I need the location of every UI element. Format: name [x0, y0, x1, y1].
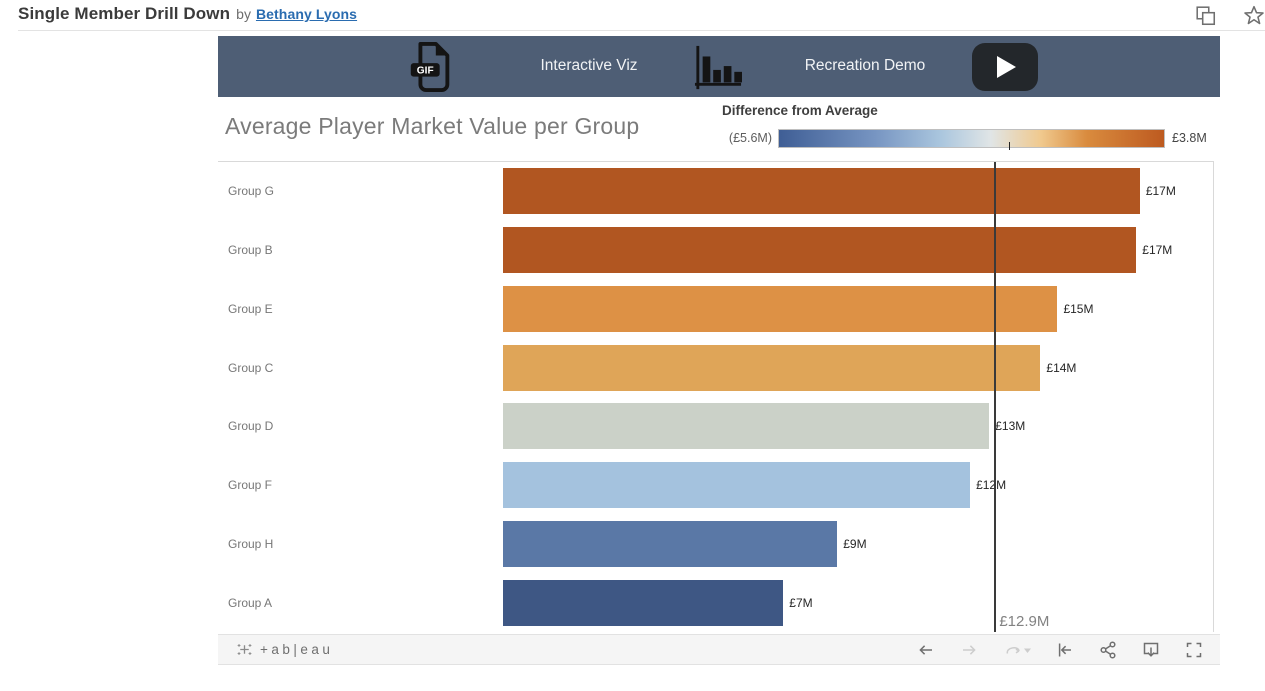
- bar-rows: Group G £17M Group B £17M Group E £15M G…: [218, 162, 1213, 632]
- bar-value: £17M: [1142, 243, 1173, 258]
- tableau-logo[interactable]: +ab|eau: [236, 641, 333, 658]
- row-label[interactable]: Group E: [228, 301, 273, 316]
- bar-value: £9M: [843, 536, 867, 551]
- gif-file-icon[interactable]: GIF: [407, 41, 455, 93]
- bar-value: £7M: [789, 595, 813, 610]
- title-area: Average Player Market Value per Group Di…: [218, 97, 1220, 161]
- bar[interactable]: [502, 520, 838, 567]
- bar[interactable]: [502, 227, 1137, 274]
- table-row: Group D £13M: [218, 397, 1213, 456]
- bar-cell: £17M: [502, 221, 1213, 280]
- share-button[interactable]: [1098, 640, 1118, 660]
- tableau-sparkle-icon: [237, 644, 252, 655]
- bar-value: £17M: [1145, 184, 1176, 199]
- banner-label-recreation-demo: Recreation Demo: [804, 57, 926, 74]
- table-row: Group H £9M: [218, 515, 1213, 574]
- banner: GIF Interactive Viz Recreation Demo: [218, 36, 1220, 97]
- table-row: Group F £12M: [218, 456, 1213, 515]
- legend-max-label: £3.8M: [1172, 131, 1207, 145]
- legend-min-label: (£5.6M): [728, 131, 772, 145]
- row-label[interactable]: Group A: [228, 595, 273, 610]
- bar[interactable]: [502, 462, 971, 509]
- byline: by: [236, 6, 252, 22]
- fullscreen-button[interactable]: [1184, 640, 1204, 660]
- play-icon: [997, 56, 1016, 78]
- replay-button[interactable]: [1002, 640, 1032, 660]
- bar[interactable]: [502, 285, 1058, 332]
- redo-button[interactable]: [959, 640, 979, 660]
- bar-value: £15M: [1063, 301, 1094, 316]
- bar-cell: £15M: [502, 280, 1213, 339]
- bar-chart-icon: [694, 45, 742, 90]
- bar[interactable]: [502, 579, 784, 626]
- undo-button[interactable]: [916, 640, 936, 660]
- tableau-viz: GIF Interactive Viz Recreation Demo Aver…: [218, 36, 1220, 665]
- bar-cell: £13M: [502, 397, 1213, 456]
- header-divider: [18, 30, 1265, 31]
- banner-label-interactive-viz: Interactive Viz: [540, 57, 638, 74]
- author-link[interactable]: Bethany Lyons: [255, 6, 358, 22]
- bar[interactable]: [502, 344, 1041, 391]
- tableau-wordmark: +ab|eau: [260, 642, 334, 657]
- table-row: Group B £17M: [218, 221, 1213, 280]
- table-row: Group C £14M: [218, 338, 1213, 397]
- bar-cell: £12M: [502, 456, 1213, 515]
- page-title-row: Single Member Drill Down by Bethany Lyons: [18, 4, 357, 24]
- bar[interactable]: [502, 403, 990, 450]
- bar-value: £13M: [995, 419, 1026, 434]
- table-row: Group G £17M: [218, 162, 1213, 221]
- row-label[interactable]: Group F: [228, 478, 273, 493]
- legend-tick: [1008, 142, 1011, 150]
- table-row: Group A £7M: [218, 573, 1213, 632]
- page-title: Single Member Drill Down: [18, 4, 231, 23]
- play-button[interactable]: [972, 43, 1038, 91]
- legend-gradient: [778, 129, 1165, 150]
- bar-cell: £7M: [502, 573, 1213, 632]
- row-label[interactable]: Group B: [228, 243, 273, 258]
- bar-cell: £17M: [502, 162, 1213, 221]
- duplicate-icon[interactable]: [1195, 5, 1217, 27]
- row-label[interactable]: Group H: [228, 536, 274, 551]
- row-label[interactable]: Group G: [228, 184, 275, 199]
- svg-text:GIF: GIF: [417, 66, 434, 77]
- bar-value: £14M: [1046, 360, 1077, 375]
- reset-button[interactable]: [1055, 640, 1075, 660]
- bar-cell: £9M: [502, 515, 1213, 574]
- table-row: Group E £15M: [218, 280, 1213, 339]
- bar-value: £12M: [976, 478, 1007, 493]
- legend-title: Difference from Average: [722, 103, 878, 118]
- bar-chart: Group G £17M Group B £17M Group E £15M G…: [218, 161, 1214, 632]
- bar[interactable]: [502, 168, 1140, 215]
- download-button[interactable]: [1141, 640, 1161, 660]
- page-header: Single Member Drill Down by Bethany Lyons: [0, 0, 1265, 31]
- embed-toolbar: +ab|eau: [218, 634, 1220, 665]
- star-icon[interactable]: [1243, 5, 1265, 27]
- bar-cell: £14M: [502, 338, 1213, 397]
- chart-title: Average Player Market Value per Group: [225, 113, 640, 139]
- row-label[interactable]: Group C: [228, 360, 274, 375]
- row-label[interactable]: Group D: [228, 419, 274, 434]
